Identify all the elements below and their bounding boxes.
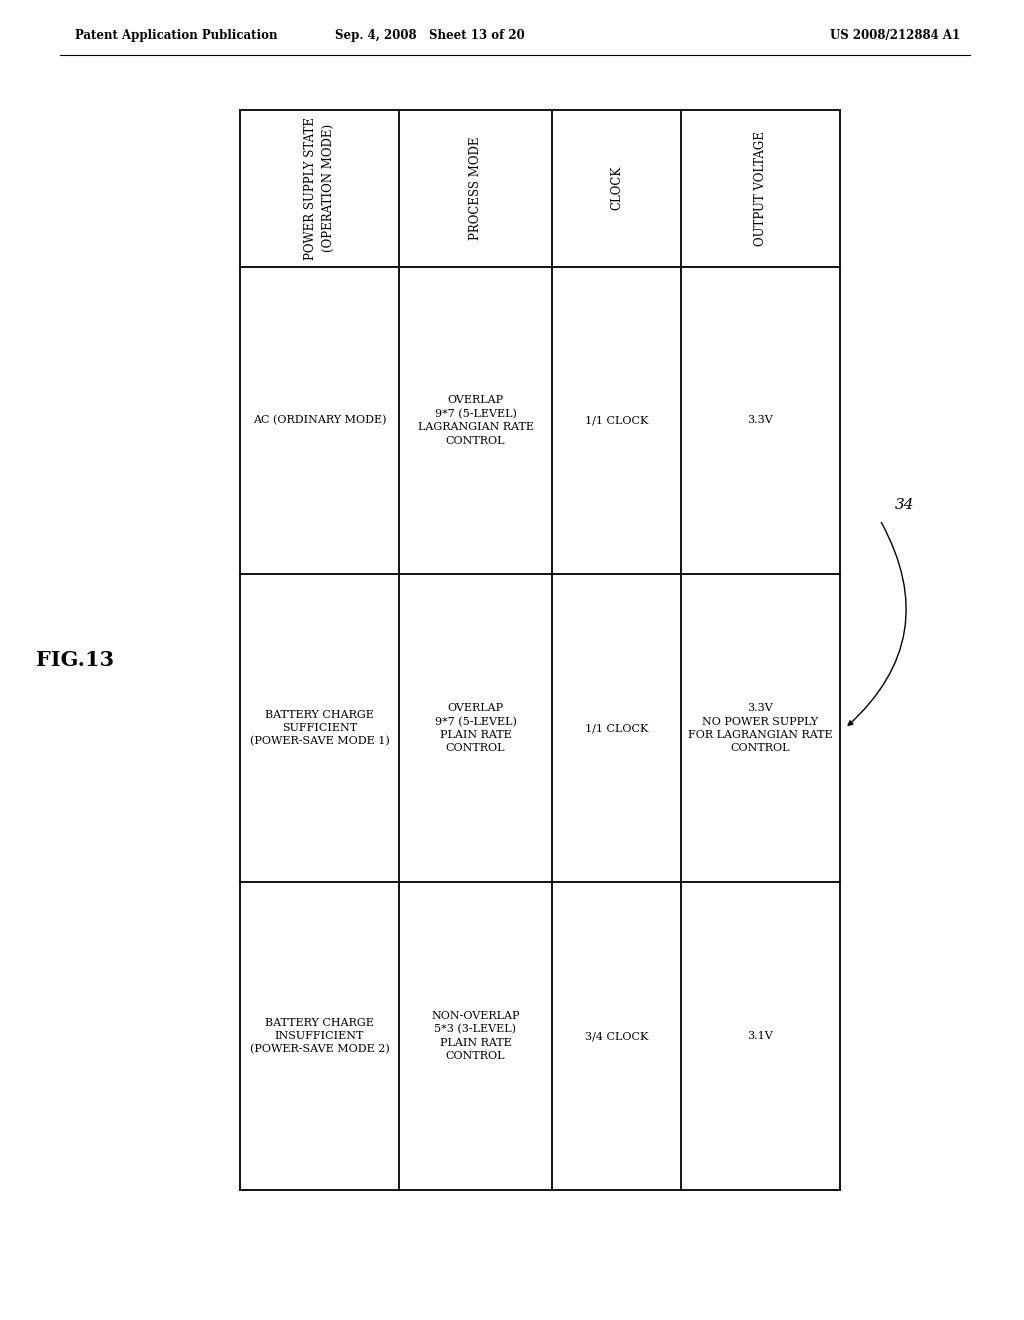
Text: Patent Application Publication: Patent Application Publication (75, 29, 278, 41)
Text: OUTPUT VOLTAGE: OUTPUT VOLTAGE (754, 131, 767, 246)
Text: 1/1 CLOCK: 1/1 CLOCK (585, 723, 648, 734)
Text: US 2008/212884 A1: US 2008/212884 A1 (829, 29, 961, 41)
Text: 3.1V: 3.1V (748, 1031, 773, 1041)
Text: 34: 34 (895, 498, 914, 512)
Text: CLOCK: CLOCK (610, 166, 623, 210)
Text: 3.3V
NO POWER SUPPLY
FOR LAGRANGIAN RATE
CONTROL: 3.3V NO POWER SUPPLY FOR LAGRANGIAN RATE… (688, 704, 833, 754)
Text: 3.3V: 3.3V (748, 416, 773, 425)
Bar (240, 110, 840, 1191)
Text: FIG.13: FIG.13 (36, 649, 114, 671)
Text: NON-OVERLAP
5*3 (3-LEVEL)
PLAIN RATE
CONTROL: NON-OVERLAP 5*3 (3-LEVEL) PLAIN RATE CON… (431, 1011, 520, 1061)
Text: BATTERY CHARGE
SUFFICIENT
(POWER-SAVE MODE 1): BATTERY CHARGE SUFFICIENT (POWER-SAVE MO… (250, 710, 389, 747)
Text: AC (ORDINARY MODE): AC (ORDINARY MODE) (253, 416, 386, 425)
Text: OVERLAP
9*7 (5-LEVEL)
LAGRANGIAN RATE
CONTROL: OVERLAP 9*7 (5-LEVEL) LAGRANGIAN RATE CO… (418, 396, 534, 446)
Text: 1/1 CLOCK: 1/1 CLOCK (585, 416, 648, 425)
Text: Sep. 4, 2008   Sheet 13 of 20: Sep. 4, 2008 Sheet 13 of 20 (335, 29, 525, 41)
Text: PROCESS MODE: PROCESS MODE (469, 136, 482, 240)
Text: OVERLAP
9*7 (5-LEVEL)
PLAIN RATE
CONTROL: OVERLAP 9*7 (5-LEVEL) PLAIN RATE CONTROL (434, 704, 516, 754)
Text: BATTERY CHARGE
INSUFFICIENT
(POWER-SAVE MODE 2): BATTERY CHARGE INSUFFICIENT (POWER-SAVE … (250, 1018, 389, 1055)
Text: POWER SUPPLY STATE
(OPERATION MODE): POWER SUPPLY STATE (OPERATION MODE) (304, 116, 335, 260)
Text: 3/4 CLOCK: 3/4 CLOCK (585, 1031, 648, 1041)
